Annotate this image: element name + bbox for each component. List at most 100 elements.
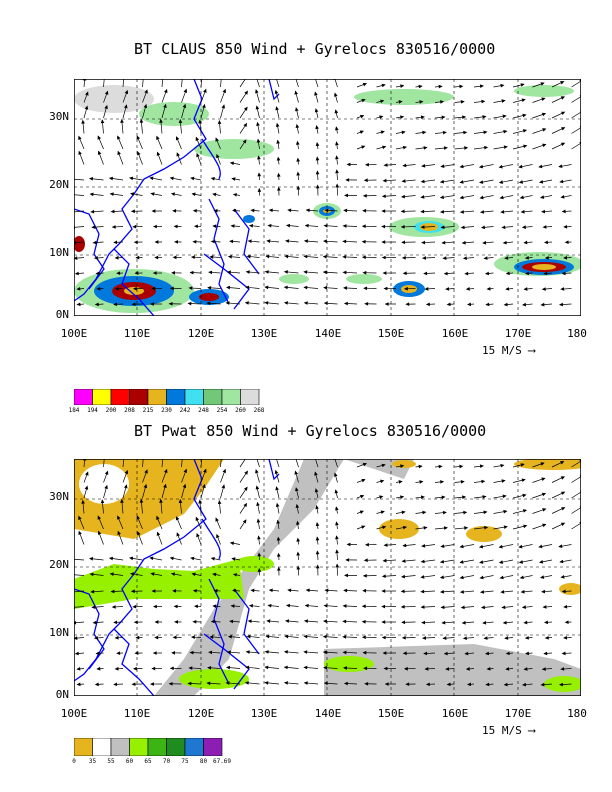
wind-vector-head	[210, 239, 215, 244]
wind-vector-head	[503, 129, 508, 134]
wind-vector-head	[379, 495, 384, 499]
wind-vector-head	[242, 519, 247, 524]
wind-vector-head	[446, 682, 451, 687]
wind-vector-head	[541, 477, 546, 481]
wind-vector-head	[441, 240, 446, 245]
wind-vector-head	[226, 665, 231, 670]
wind-vector-head	[130, 209, 135, 214]
wind-vector-head	[151, 589, 156, 593]
wind-vector-head	[206, 681, 211, 686]
wind-vector-head	[419, 100, 424, 104]
colorbar-tick-label: 268	[253, 407, 265, 414]
wind-vector-head	[518, 180, 524, 184]
wind-vector-head	[175, 516, 180, 521]
wind-vector-head	[275, 502, 280, 507]
wind-vector-head	[323, 619, 328, 624]
wind-vector	[122, 79, 125, 88]
wind-vector-head	[95, 651, 100, 656]
wind-vector-head	[229, 541, 235, 546]
wind-vector-head	[76, 682, 81, 687]
wind-vector-head	[503, 682, 508, 687]
wind-vector-head	[420, 495, 425, 500]
wind-vector-head	[255, 485, 260, 490]
wind-vector-head	[519, 195, 524, 200]
wind-vector-head	[479, 180, 484, 184]
wind-vector-head	[113, 240, 118, 245]
wind-vector-head	[274, 469, 279, 474]
wind-vector-head	[463, 130, 468, 135]
wind-vector-head	[459, 464, 464, 469]
wind-vector-head	[459, 164, 464, 169]
wind-vector	[571, 96, 581, 103]
wind-vector-head	[344, 193, 348, 198]
wind-vector-head	[400, 84, 405, 88]
wind-vector-head	[361, 255, 366, 260]
wind-vector-head	[400, 464, 405, 468]
wind-vector-head	[295, 487, 299, 492]
wind-vector-head	[398, 480, 403, 484]
wind-vector-head	[538, 164, 543, 169]
wind-vector-head	[400, 224, 405, 229]
wind-vector-head	[382, 651, 387, 655]
wind-vector-head	[296, 185, 301, 190]
wind-vector-head	[459, 560, 464, 564]
wind-vector-head	[152, 604, 157, 609]
wind-vector	[239, 459, 246, 468]
wind-vector-head	[342, 255, 347, 259]
wind-vector-head	[445, 287, 450, 291]
wind-vector-head	[402, 543, 407, 548]
wind-vector-head	[196, 152, 200, 158]
wind-vector-head	[343, 588, 348, 593]
wind-vector-head	[151, 666, 156, 671]
wind-vector-head	[343, 208, 348, 213]
wind-vector-head	[439, 559, 445, 564]
wind-vector-head	[400, 115, 405, 119]
wind-vector-head	[362, 193, 367, 198]
colorbar-tick-label: 70	[162, 758, 171, 765]
colorbar-tick-label: 80	[199, 758, 208, 765]
wind-vector-head	[283, 285, 288, 290]
wind-vector	[74, 606, 85, 608]
wind-vector	[74, 178, 85, 181]
wind-vector-head	[248, 604, 254, 608]
wind-vector-head	[315, 536, 320, 541]
wind-vector-head	[84, 105, 89, 110]
wind-vector-head	[284, 634, 289, 639]
wind-vector-head	[322, 634, 327, 639]
wind-vector-head	[421, 240, 426, 245]
wind-vector-head	[257, 155, 261, 160]
wind-vector-head	[465, 667, 470, 671]
wind-vector-head	[215, 517, 219, 522]
wind-vector-head	[100, 499, 105, 504]
wind-vector-head	[139, 118, 144, 123]
wind-vector-head	[561, 589, 566, 594]
panel2-colorbar	[74, 738, 264, 756]
wind-vector-head	[400, 574, 406, 579]
wind-vector-head	[285, 619, 290, 623]
wind-vector-head	[169, 176, 174, 181]
wind-vector-head	[176, 532, 180, 537]
wind-vector-head	[542, 523, 547, 528]
wind-vector-head	[561, 209, 566, 214]
wind-vector-head	[108, 176, 114, 181]
lon-label-110e: 110E	[123, 327, 151, 340]
wind-vector-head	[190, 255, 195, 260]
lon-label-120e: 120E	[187, 327, 215, 340]
colorbar-swatch	[74, 389, 93, 405]
wind-vector-head	[154, 620, 159, 624]
wind-vector-head	[76, 287, 81, 291]
wind-vector-head	[342, 619, 347, 624]
wind-vector	[239, 79, 246, 88]
wind-vector-head	[439, 209, 444, 214]
wind-vector-head	[334, 489, 339, 494]
wind-vector-head	[217, 500, 222, 505]
wind-vector-head	[315, 522, 320, 527]
wind-vector-head	[505, 651, 510, 656]
wind-vector-head	[156, 531, 161, 536]
wind-vector-head	[540, 462, 545, 466]
wind-vector-head	[303, 270, 308, 274]
wind-vector-head	[520, 589, 525, 594]
wind-vector-head	[264, 270, 269, 274]
wind-vector-head	[561, 507, 566, 511]
wind-vector	[103, 79, 105, 88]
